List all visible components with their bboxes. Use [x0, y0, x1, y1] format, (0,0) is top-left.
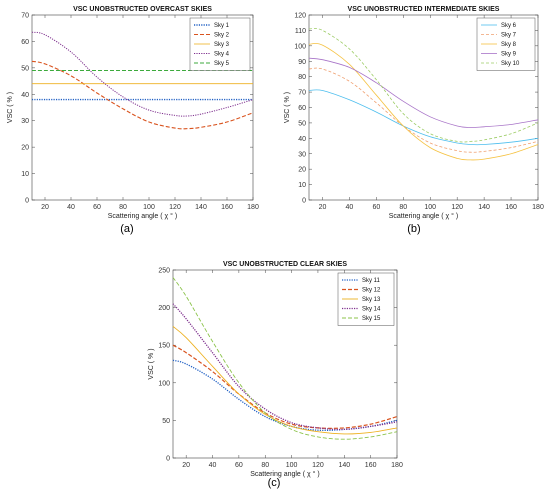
x-tick-label: 80: [399, 204, 407, 211]
y-tick-label: 80: [298, 74, 306, 81]
x-tick-label: 120: [312, 462, 324, 469]
x-tick-label: 160: [505, 204, 517, 211]
x-tick-label: 40: [209, 462, 217, 469]
y-tick-label: 10: [21, 171, 29, 178]
series-line-sky-9: [308, 57, 539, 128]
legend-label: Sky 14: [362, 307, 381, 313]
y-tick-label: 40: [21, 92, 29, 99]
x-tick-label: 180: [247, 204, 259, 211]
legend-label: Sky 6: [501, 23, 517, 29]
x-tick-label: 100: [286, 462, 298, 469]
y-axis-label: VSC ( % ): [284, 92, 291, 123]
y-tick-label: 30: [298, 151, 306, 158]
legend-label: Sky 2: [214, 33, 230, 39]
y-tick-label: 120: [294, 13, 306, 20]
x-tick-label: 180: [391, 462, 403, 469]
y-tick-label: 50: [162, 418, 170, 425]
y-tick-label: 70: [21, 13, 29, 20]
x-tick-label: 160: [365, 462, 377, 469]
legend-label: Sky 4: [214, 52, 230, 58]
y-tick-label: 20: [298, 167, 306, 174]
x-tick-label: 60: [372, 204, 380, 211]
chart-panel-3: VSC UNOBSTRUCTED CLEAR SKIES 0 50 100 150 200…: [148, 261, 403, 489]
x-tick-label: 60: [235, 462, 243, 469]
x-tick-label: 160: [221, 204, 233, 211]
x-axis-label: Scattering angle ( χ ° ): [250, 470, 320, 478]
x-tick-label: 80: [261, 462, 269, 469]
series-line-sky-6: [308, 89, 539, 146]
y-tick-label: 250: [158, 268, 170, 275]
x-tick-label: 140: [338, 462, 350, 469]
x-tick-label: 80: [119, 204, 127, 211]
legend-label: Sky 11: [362, 278, 381, 284]
series-line-sky-7: [308, 67, 539, 153]
x-tick-label: 100: [424, 204, 436, 211]
y-tick-label: 10: [298, 182, 306, 189]
legend-label: Sky 9: [501, 52, 517, 58]
series-line-sky-8: [308, 42, 539, 161]
y-tick-label: 50: [21, 65, 29, 72]
x-tick-label: 60: [93, 204, 101, 211]
legend-label: Sky 8: [501, 42, 517, 48]
y-tick-label: 90: [298, 59, 306, 66]
chart-title: VSC UNOBSTRUCTED INTERMEDIATE SKIES: [348, 6, 500, 13]
chart-title: VSC UNOBSTRUCTED CLEAR SKIES: [223, 261, 347, 268]
legend-label: Sky 12: [362, 288, 381, 294]
series-line-sky-12: [172, 344, 398, 429]
y-tick-label: 110: [295, 28, 306, 35]
x-tick-label: 140: [478, 204, 490, 211]
y-tick-label: 60: [21, 39, 29, 46]
x-tick-label: 20: [319, 204, 327, 211]
y-tick-label: 0: [302, 198, 306, 205]
series-line-sky-10: [308, 28, 539, 143]
legend-label: Sky 3: [214, 42, 230, 48]
x-axis-label: Scattering angle ( χ ° ): [389, 212, 459, 220]
y-tick-label: 150: [158, 343, 170, 350]
chart-panel-2: VSC UNOBSTRUCTED INTERMEDIATE SKIES 0 10 20…: [284, 6, 544, 235]
y-tick-label: 60: [298, 105, 306, 112]
series-line-sky-2: [31, 60, 254, 130]
y-tick-label: 20: [21, 145, 29, 152]
series-line-sky-15: [172, 277, 398, 440]
x-tick-label: 20: [41, 204, 49, 211]
y-axis-label: VSC ( % ): [7, 92, 14, 123]
legend-label: Sky 7: [501, 33, 517, 39]
y-tick-label: 100: [294, 43, 306, 50]
x-tick-label: 40: [346, 204, 354, 211]
x-tick-label: 180: [532, 204, 544, 211]
y-tick-label: 0: [25, 198, 29, 205]
x-tick-label: 40: [67, 204, 75, 211]
y-tick-label: 0: [166, 456, 170, 463]
y-tick-label: 30: [21, 118, 29, 125]
legend-label: Sky 15: [362, 316, 381, 322]
y-tick-label: 50: [298, 120, 306, 127]
series-line-sky-4: [31, 31, 254, 117]
x-tick-label: 120: [169, 204, 181, 211]
panel-label: (a): [120, 223, 133, 235]
legend-label: Sky 1: [214, 23, 230, 29]
x-tick-label: 120: [451, 204, 463, 211]
y-tick-label: 200: [158, 305, 170, 312]
legend-label: Sky 5: [214, 61, 230, 67]
series-line-sky-13: [172, 326, 398, 435]
x-tick-label: 140: [195, 204, 207, 211]
y-tick-label: 100: [158, 380, 170, 387]
y-tick-label: 40: [298, 136, 306, 143]
chart-title: VSC UNOBSTRUCTED OVERCAST SKIES: [73, 6, 212, 13]
chart-panel-1: VSC UNOBSTRUCTED OVERCAST SKIES 0 10 20 30 40…: [7, 6, 259, 235]
x-axis-label: Scattering angle ( χ ° ): [108, 212, 178, 220]
panel-label: (b): [407, 223, 420, 235]
y-tick-label: 70: [298, 90, 306, 97]
panel-label: (c): [268, 477, 281, 489]
x-tick-label: 20: [182, 462, 190, 469]
legend-label: Sky 10: [501, 61, 520, 67]
x-tick-label: 100: [143, 204, 155, 211]
legend-label: Sky 13: [362, 297, 381, 303]
y-axis-label: VSC ( % ): [148, 348, 155, 379]
